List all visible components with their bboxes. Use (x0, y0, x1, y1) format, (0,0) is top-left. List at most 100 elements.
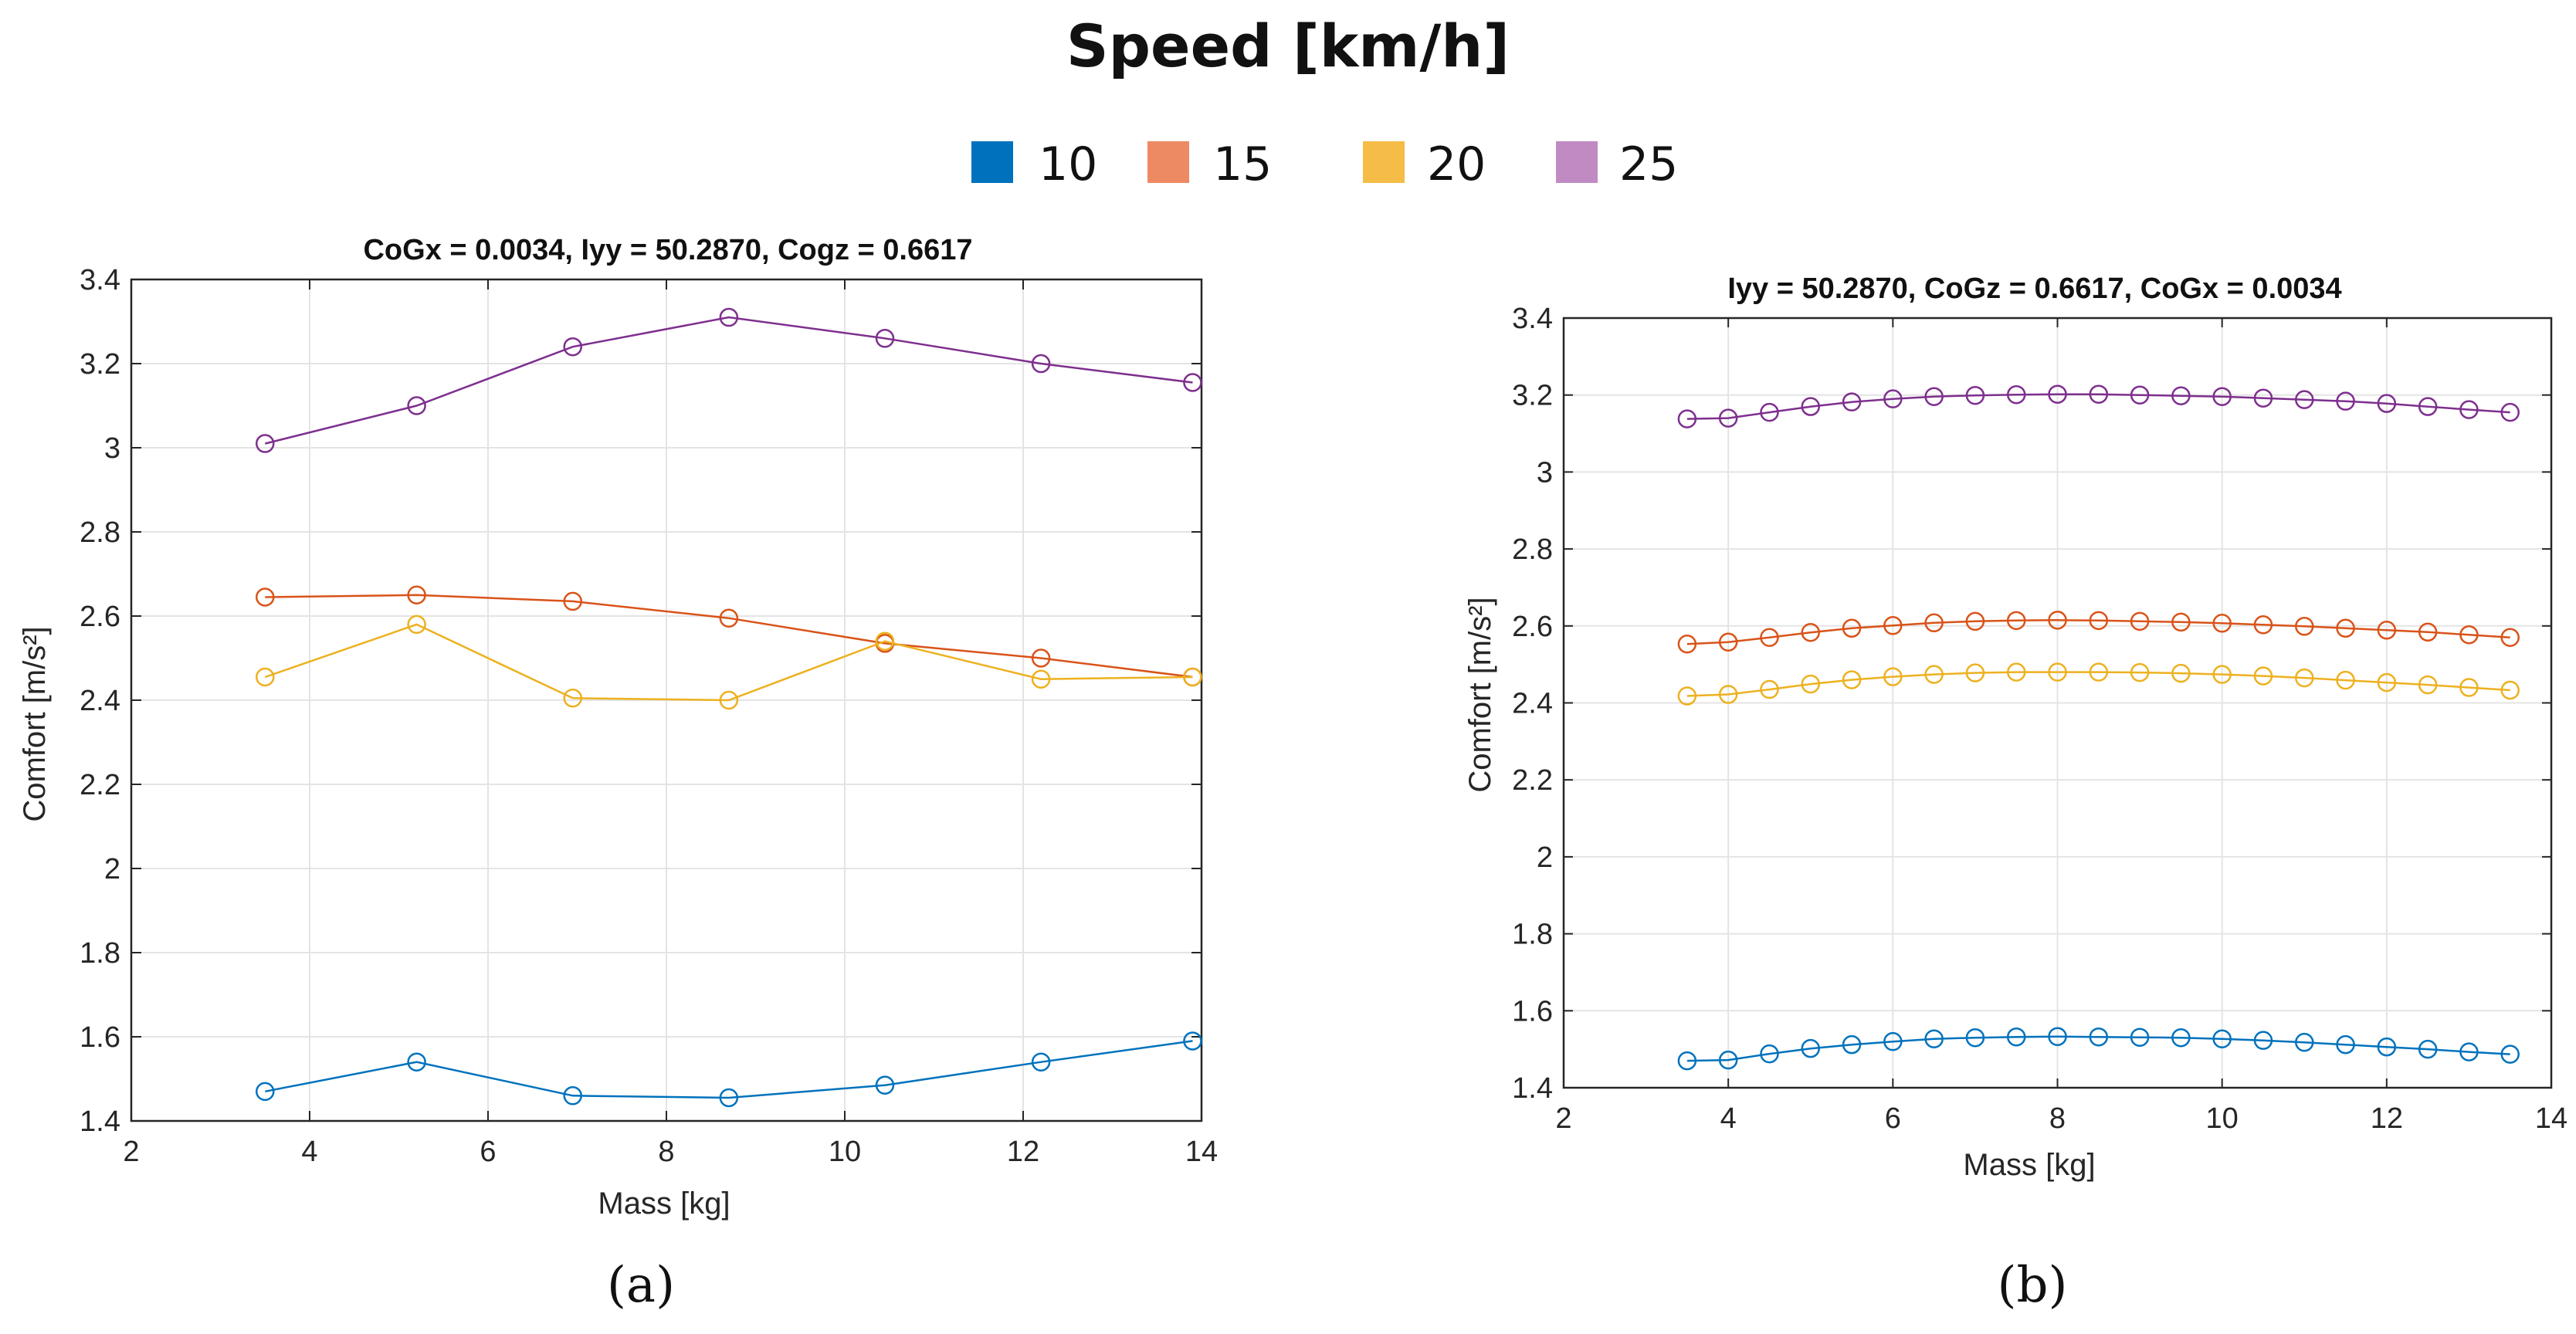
chart-b-point-15 (2253, 615, 2273, 635)
chart-b-point-25 (2006, 384, 2026, 405)
chart-a-xlabel: Mass [kg] (598, 1187, 730, 1221)
chart-a-point-25 (875, 329, 895, 348)
chart-b-point-10 (1965, 1028, 1985, 1048)
chart-b-point-25 (1965, 385, 1985, 405)
chart-b-point-20 (2212, 665, 2232, 684)
chart-b-title: Iyy = 50.2870, CoGz = 0.6617, CoGx = 0.0… (1727, 273, 2341, 305)
chart-b-point-15 (1924, 613, 1944, 633)
chart-a-title: CoGx = 0.0034, Iyy = 50.2870, Cogz = 0.6… (363, 234, 972, 266)
chart-a-ylabel: Comfort [m/s²] (18, 626, 52, 821)
chart-b-xtick-label: 2 (1555, 1102, 1571, 1135)
chart-b-point-20 (2500, 680, 2520, 700)
chart-b-point-20 (2336, 670, 2355, 690)
chart-b-point-20 (2459, 678, 2479, 697)
legend-title: Speed [km/h] (1066, 12, 1510, 80)
legend: Speed [km/h] 10 15 20 25 (971, 12, 1678, 191)
chart-b-point-25 (2130, 385, 2150, 405)
legend-label-20: 20 (1427, 137, 1486, 191)
chart-a-series-line-10 (265, 1040, 1193, 1099)
chart-a-ytick-label: 1.8 (80, 937, 120, 970)
chart-b-point-10 (2377, 1037, 2397, 1057)
chart-a-point-25 (407, 396, 426, 415)
chart-a-xtick-label: 2 (123, 1136, 139, 1168)
chart-b-point-20 (2048, 662, 2067, 682)
chart-a-ytick-label: 1.6 (80, 1021, 120, 1054)
chart-a-xtick-label: 10 (829, 1136, 861, 1168)
chart-a-ytick-label: 1.4 (80, 1105, 120, 1138)
chart-a-point-10 (407, 1052, 426, 1072)
chart-a-series-line-20 (264, 623, 1193, 702)
chart-b-point-20 (1801, 674, 1820, 694)
chart-b-point-25 (1924, 387, 1944, 406)
chart-b-point-15 (2418, 622, 2438, 642)
chart-b-point-10 (2171, 1028, 2191, 1048)
chart-b-series-line-10 (1686, 1035, 2510, 1062)
chart-b-point-10 (1801, 1038, 1820, 1058)
chart-panel-a: CoGx = 0.0034, Iyy = 50.2870, Cogz = 0.6… (18, 234, 1218, 1314)
chart-b-point-15 (2377, 621, 2397, 640)
chart-a-xtick-label: 14 (1185, 1136, 1218, 1168)
chart-a-ytick-label: 3.2 (80, 348, 120, 381)
chart-b-point-25 (2253, 388, 2273, 408)
legend-label-10: 10 (1039, 137, 1097, 191)
chart-b-point-10 (2418, 1039, 2438, 1059)
chart-b-xtick-label: 10 (2206, 1102, 2239, 1135)
chart-b-ytick-label: 2.8 (1512, 533, 1553, 566)
chart-a-point-10 (719, 1088, 739, 1108)
chart-a-xtick-label: 12 (1007, 1136, 1039, 1168)
chart-a-point-20 (1031, 669, 1051, 689)
chart-a-point-15 (719, 608, 739, 628)
chart-b-point-15 (2171, 612, 2191, 632)
chart-b-ytick-label: 1.6 (1512, 995, 1553, 1028)
chart-b-point-15 (2130, 611, 2150, 631)
chart-a-point-20 (719, 690, 739, 710)
chart-b-point-20 (2006, 662, 2026, 682)
chart-a-xtick-label: 4 (301, 1136, 317, 1168)
chart-b-ytick-label: 1.4 (1512, 1072, 1553, 1105)
chart-a-point-25 (1183, 373, 1202, 392)
chart-a-point-15 (256, 587, 275, 607)
chart-a-point-20 (256, 667, 275, 687)
chart-b-point-20 (1924, 665, 1944, 684)
chart-a-series-line-15 (265, 594, 1193, 679)
chart-b-ylabel: Comfort [m/s²] (1463, 597, 1497, 792)
chart-b-point-15 (2006, 611, 2026, 631)
chart-b-point-20 (2295, 668, 2314, 688)
chart-b-xtick-label: 6 (1885, 1102, 1901, 1135)
chart-b-point-15 (1801, 623, 1820, 642)
chart-b-point-10 (1718, 1050, 1738, 1070)
chart-b-point-10 (1924, 1029, 1944, 1048)
chart-b-point-25 (2089, 384, 2109, 404)
chart-b-point-20 (1677, 686, 1697, 706)
chart-b-xlabel: Mass [kg] (1963, 1148, 2095, 1182)
chart-b-point-25 (2295, 390, 2314, 409)
legend-swatch-25 (1556, 141, 1598, 183)
chart-b-point-20 (1842, 670, 1862, 689)
chart-b-xtick-label: 8 (2049, 1102, 2066, 1135)
chart-b-point-25 (2048, 384, 2067, 404)
chart-a-point-10 (256, 1082, 275, 1102)
chart-b-point-15 (1760, 628, 1779, 648)
chart-b-point-20 (1760, 679, 1779, 699)
chart-b-point-25 (2336, 391, 2355, 411)
chart-b-point-20 (2171, 663, 2191, 683)
legend-swatch-15 (1147, 141, 1189, 183)
chart-b-point-15 (2295, 617, 2314, 636)
chart-a-series-line-25 (264, 316, 1193, 445)
chart-a-ytick-label: 3.4 (80, 264, 120, 296)
chart-a-point-25 (563, 337, 582, 357)
chart-b-point-15 (2459, 625, 2479, 645)
legend-label-25: 25 (1619, 137, 1678, 191)
chart-b-point-25 (1760, 402, 1779, 422)
chart-b-point-20 (2253, 666, 2273, 686)
chart-a-point-10 (1183, 1031, 1202, 1051)
chart-a-point-20 (875, 631, 895, 651)
chart-b-ytick-label: 1.8 (1512, 919, 1553, 951)
chart-b-point-15 (2336, 618, 2355, 638)
chart-b-point-10 (1842, 1034, 1862, 1055)
chart-b-panel-label: (b) (1998, 1257, 2068, 1314)
chart-a-ytick-label: 3 (104, 432, 120, 465)
chart-a-point-15 (563, 591, 582, 611)
chart-b-point-25 (2377, 394, 2397, 413)
chart-b-ytick-label: 3.4 (1512, 303, 1553, 335)
